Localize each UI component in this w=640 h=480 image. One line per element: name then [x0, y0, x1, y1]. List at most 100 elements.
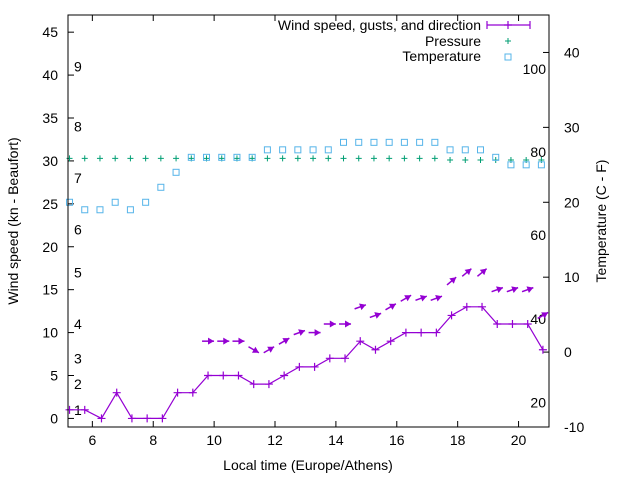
temperature-point — [172, 168, 180, 176]
wind-direction-arrow-head — [298, 329, 306, 336]
wind-speed-point — [310, 362, 319, 371]
wind-direction-arrow-head — [314, 329, 321, 337]
wind-direction-arrow — [415, 294, 428, 302]
beaufort-label: 8 — [74, 119, 82, 135]
temperature-point — [279, 146, 287, 154]
y-tick-label: 10 — [42, 325, 58, 341]
wind-speed-point — [234, 371, 243, 380]
temperature-point — [492, 153, 500, 161]
legend-temperature-symbol — [504, 53, 512, 61]
fahrenheit-label: 20 — [530, 394, 546, 410]
wind-speed-point — [462, 302, 471, 311]
wind-direction-arrow-head — [359, 303, 366, 311]
wind-direction-arrow — [476, 268, 488, 277]
wind-direction-arrow-head — [329, 320, 336, 328]
x-tick-label: 10 — [206, 432, 222, 448]
beaufort-label: 3 — [74, 350, 82, 366]
x-tick-label: 18 — [450, 432, 466, 448]
x-tick-label: 6 — [88, 432, 96, 448]
temperature-point — [370, 138, 378, 146]
temperature-point — [294, 146, 302, 154]
wind-direction-arrow-head — [479, 268, 487, 276]
wind-speed-point — [417, 328, 426, 337]
y2-axis-label: Temperature (C - F) — [593, 160, 609, 283]
x-tick-label: 14 — [328, 432, 344, 448]
temperature-point — [416, 138, 424, 146]
wind-speed-point — [97, 414, 106, 423]
wind-direction-arrow — [461, 268, 472, 277]
pressure-point — [157, 155, 164, 162]
fahrenheit-label: 100 — [523, 61, 547, 77]
wind-speed-point — [478, 302, 487, 311]
wind-speed-point — [158, 414, 167, 423]
y-tick-label: 25 — [42, 196, 58, 212]
legend-marker-pressure — [505, 38, 511, 44]
wind-speed-point — [219, 371, 228, 380]
pressure-point — [340, 155, 347, 162]
wind-direction-arrow-head — [388, 303, 396, 310]
x-tick-label: 12 — [267, 432, 283, 448]
temperature-point — [537, 161, 545, 169]
wind-direction-arrow-head — [541, 312, 549, 319]
temperature-point — [111, 198, 119, 206]
pressure-point — [96, 155, 103, 162]
y-tick-label: 35 — [42, 110, 58, 126]
wind-speed-point — [249, 380, 258, 389]
wind-direction-arrow-head — [526, 286, 534, 293]
y2-tick-label: -10 — [564, 419, 584, 435]
y2-tick-label: 40 — [564, 44, 580, 60]
pressure-point — [142, 155, 149, 162]
wind-direction-arrow — [339, 320, 352, 328]
temperature-point — [248, 153, 256, 161]
wind-direction-arrow-head — [238, 337, 245, 345]
temperature-point — [522, 161, 530, 169]
wind-speed-point — [356, 337, 365, 346]
temperature-point — [324, 146, 332, 154]
temperature-point — [385, 138, 393, 146]
wind-direction-arrow-head — [435, 294, 442, 302]
plot-frame — [67, 14, 550, 428]
wind-speed-point — [80, 405, 89, 414]
temperature-point — [203, 153, 211, 161]
temperature-point — [81, 206, 89, 214]
wind-direction-arrow-head — [449, 277, 457, 284]
wind-direction-arrow — [491, 286, 504, 293]
wind-direction-arrow — [308, 329, 321, 337]
temperature-point — [142, 198, 150, 206]
wind-direction-arrow-head — [404, 295, 412, 302]
wind-speed-point — [371, 345, 380, 354]
wind-direction-arrow — [430, 294, 443, 302]
fahrenheit-label: 60 — [530, 227, 546, 243]
temperature-point — [400, 138, 408, 146]
wind-direction-arrow-head — [374, 312, 382, 319]
y-tick-label: 40 — [42, 67, 58, 83]
wind-direction-arrow — [278, 337, 290, 345]
wind-direction-arrow — [400, 294, 412, 302]
wind-speed-point — [188, 388, 197, 397]
legend-marker-wind — [486, 21, 531, 29]
wind-speed-point — [401, 328, 410, 337]
y-tick-label: 30 — [42, 153, 58, 169]
pressure-point — [416, 155, 423, 162]
temperature-point — [355, 138, 363, 146]
temperature-point — [157, 183, 165, 191]
y-tick-label: 20 — [42, 239, 58, 255]
pressure-point — [112, 155, 119, 162]
wind-speed-point — [295, 362, 304, 371]
pressure-point — [173, 155, 180, 162]
temperature-point — [431, 138, 439, 146]
wind-speed-point — [325, 354, 334, 363]
wind-speed-point — [280, 371, 289, 380]
wind-direction-arrow — [323, 320, 336, 328]
pressure-point — [310, 155, 317, 162]
wind-direction-arrow-head — [496, 286, 503, 293]
x-tick-label: 8 — [149, 432, 157, 448]
wind-direction-arrow — [506, 286, 519, 293]
temperature-point — [446, 146, 454, 154]
wind-speed-point — [523, 320, 532, 328]
temperature-point — [461, 146, 469, 154]
pressure-point — [477, 157, 484, 164]
pressure-point — [355, 155, 362, 162]
